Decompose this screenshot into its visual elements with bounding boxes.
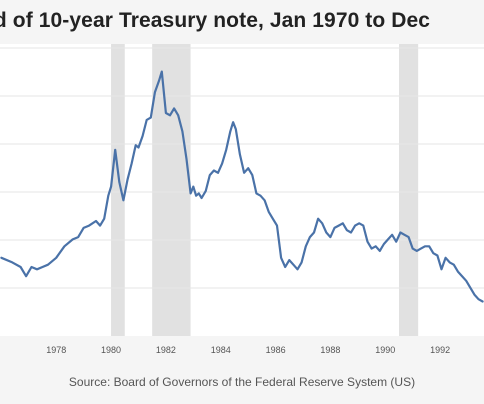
recession-bands: [111, 44, 419, 336]
x-axis-ticks: 1978 1980 1982 1984 1986 1988 1990 1992: [46, 345, 450, 355]
x-tick-label: 1984: [211, 345, 231, 355]
series-line: [0, 70, 484, 303]
x-tick-label: 1980: [101, 345, 121, 355]
source-note: Source: Board of Governors of the Federa…: [68, 375, 416, 389]
series-layer: [0, 70, 484, 303]
gridlines: [0, 47, 484, 289]
chart-title: ld of 10-year Treasury note, Jan 1970 to…: [0, 9, 431, 32]
x-tick-label: 1990: [375, 345, 395, 355]
x-tick-label: 1992: [430, 345, 450, 355]
recession-band: [398, 44, 419, 336]
x-tick-label: 1986: [266, 345, 286, 355]
recession-band: [111, 44, 125, 336]
recession-band: [152, 44, 191, 336]
x-tick-label: 1988: [320, 345, 340, 355]
x-tick-label: 1982: [156, 345, 176, 355]
x-tick-label: 1978: [46, 345, 66, 355]
